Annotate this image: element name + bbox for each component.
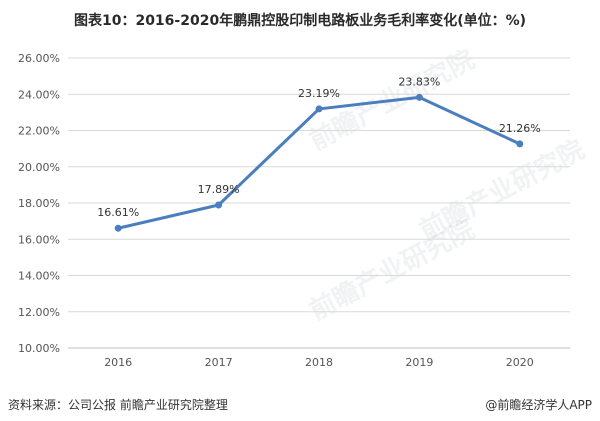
series-line <box>116 95 522 230</box>
brand-note: @前瞻经济学人APP <box>485 398 592 412</box>
data-label: 17.89% <box>198 183 240 196</box>
y-tick-label: 26.00% <box>18 52 60 65</box>
chart-title: 图表10：2016-2020年鹏鼎控股印制电路板业务毛利率变化(单位：%) <box>73 13 527 29</box>
data-label: 23.83% <box>398 75 440 88</box>
x-tick-label: 2020 <box>506 356 534 369</box>
source-note: 资料来源：公司公报 前瞻产业研究院整理 <box>8 398 228 412</box>
data-label: 23.19% <box>298 87 340 100</box>
data-point <box>415 93 423 101</box>
data-label: 21.26% <box>499 122 541 135</box>
x-tick-label: 2019 <box>405 356 433 369</box>
data-point <box>215 201 223 209</box>
x-tick-label: 2017 <box>205 356 233 369</box>
y-tick-label: 22.00% <box>18 125 60 138</box>
x-tick-label: 2016 <box>104 356 132 369</box>
y-tick-label: 14.00% <box>18 270 60 283</box>
data-label: 16.61% <box>97 206 139 219</box>
data-point <box>114 224 122 232</box>
y-tick-label: 16.00% <box>18 233 60 246</box>
y-tick-label: 12.00% <box>18 306 60 319</box>
y-tick-label: 24.00% <box>18 88 60 101</box>
y-tick-label: 18.00% <box>18 197 60 210</box>
y-tick-label: 20.00% <box>18 161 60 174</box>
data-point <box>315 105 323 113</box>
x-tick-label: 2018 <box>305 356 333 369</box>
data-point <box>516 140 524 148</box>
y-tick-label: 10.00% <box>18 342 60 355</box>
